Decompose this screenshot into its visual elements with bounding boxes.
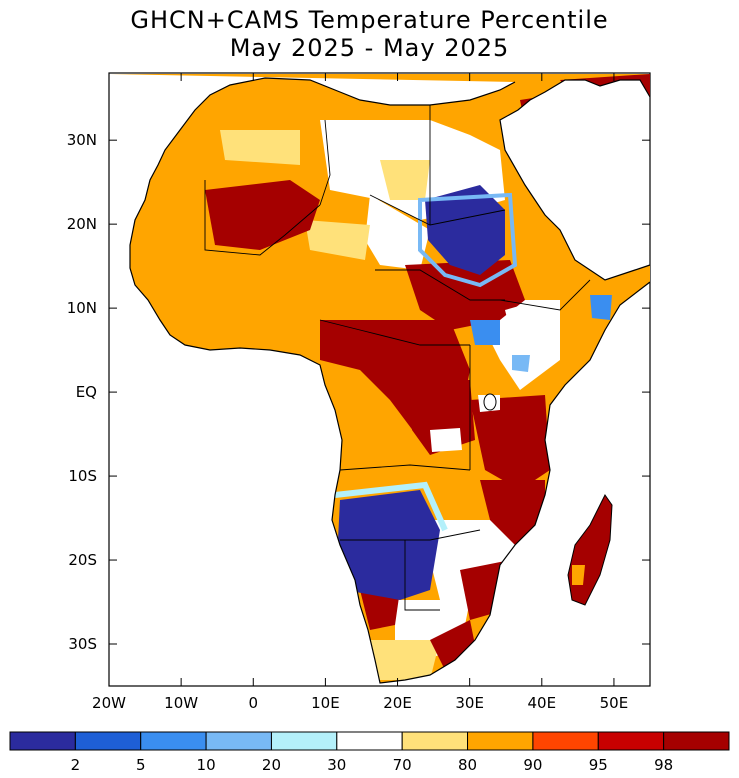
- colorbar-swatch: [140, 731, 207, 751]
- colorbar-swatch: [205, 731, 272, 751]
- colorbar-label: 90: [523, 756, 542, 774]
- y-tick-label: EQ: [76, 383, 97, 401]
- colorbar-label: 30: [327, 756, 346, 774]
- latitude-axis: 30N 20N 10N EQ 10S 20S 30S: [67, 131, 650, 653]
- y-tick-label: 20S: [68, 551, 97, 569]
- colorbar-label: 20: [262, 756, 281, 774]
- colorbar-label: 5: [136, 756, 146, 774]
- map-title-line-1: GHCN+CAMS Temperature Percentile: [130, 6, 609, 34]
- colorbar-swatch: [74, 731, 142, 751]
- coastline: [129, 77, 651, 684]
- colorbar-swatch: [467, 731, 534, 751]
- y-tick-label: 10N: [67, 299, 97, 317]
- colorbar-label: 10: [197, 756, 216, 774]
- x-tick-label: 50E: [600, 694, 629, 712]
- x-tick-label: 10E: [311, 694, 340, 712]
- colorbar-swatch: [401, 731, 469, 751]
- y-tick-label: 20N: [67, 215, 97, 233]
- colorbar-swatch: [9, 731, 76, 751]
- y-tick-label: 30N: [67, 131, 97, 149]
- y-tick-label: 10S: [68, 467, 97, 485]
- colorbar-label: 98: [654, 756, 673, 774]
- y-tick-label: 30S: [68, 635, 97, 653]
- colorbar-label: 70: [393, 756, 412, 774]
- lake-victoria: [483, 393, 497, 411]
- map-title-line-2: May 2025 - May 2025: [229, 34, 510, 62]
- colorbar-label: 95: [589, 756, 608, 774]
- colorbar-swatch: [336, 731, 403, 751]
- x-tick-label: 20W: [92, 694, 126, 712]
- colorbar-swatch: [270, 731, 338, 751]
- country-borders: [204, 105, 591, 611]
- colorbar-swatch: [532, 731, 599, 751]
- x-tick-label: 10W: [164, 694, 198, 712]
- x-tick-label: 40E: [528, 694, 557, 712]
- x-tick-label: 0: [248, 694, 258, 712]
- colorbar-label: 80: [458, 756, 477, 774]
- percentile-colorbar: 2 5 10 20 30 70 80 90 95 98: [9, 731, 730, 774]
- colorbar-swatch: [597, 731, 665, 751]
- colorbar-label: 2: [71, 756, 81, 774]
- colorbar-swatch: [663, 731, 730, 751]
- longitude-axis: 20W 10W 0 10E 20E 30E 40E 50E: [92, 73, 628, 712]
- x-tick-label: 20E: [383, 694, 412, 712]
- x-tick-label: 30E: [455, 694, 484, 712]
